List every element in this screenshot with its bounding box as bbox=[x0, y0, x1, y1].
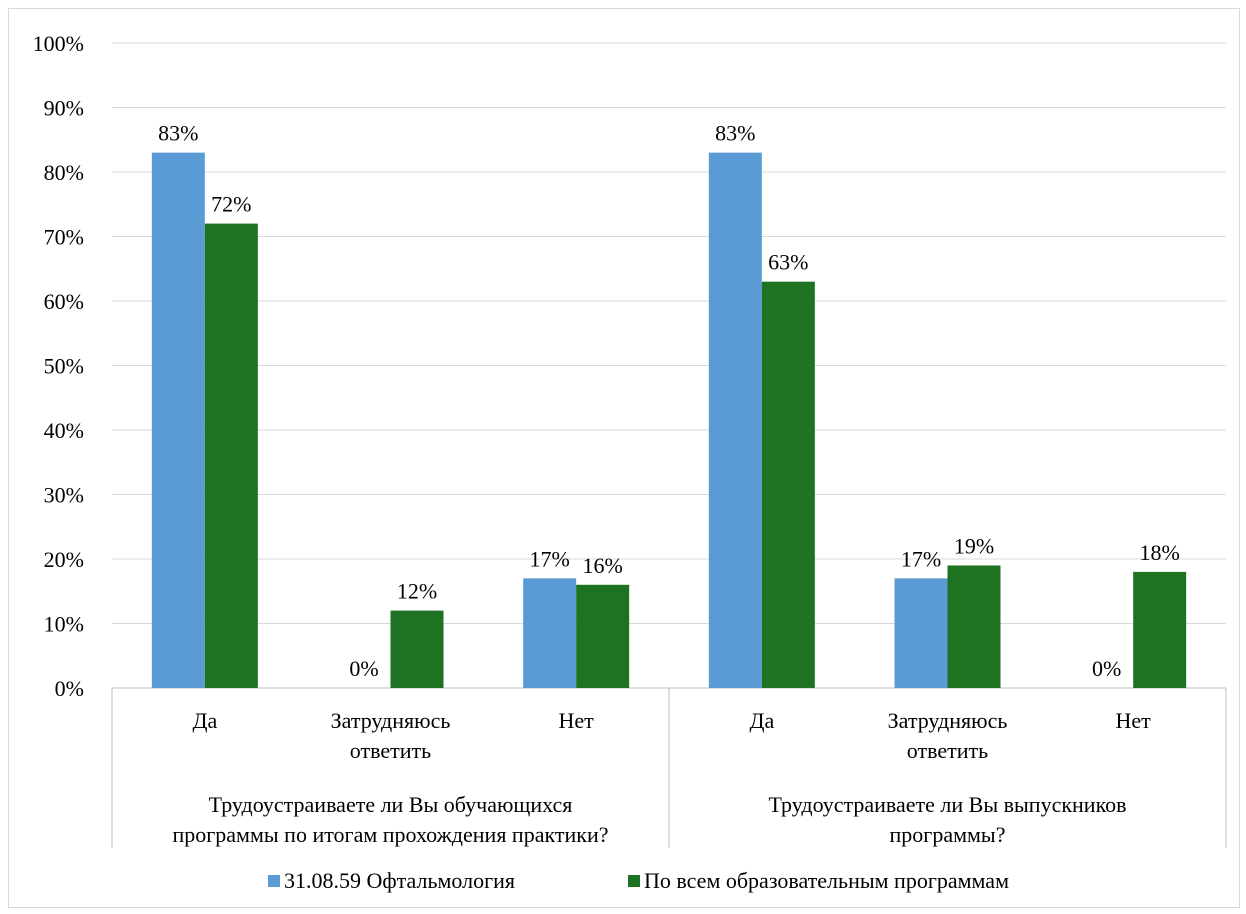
data-label: 18% bbox=[1140, 540, 1180, 565]
category-label: Нет bbox=[559, 708, 595, 733]
y-tick-label: 20% bbox=[44, 547, 84, 572]
y-tick-label: 0% bbox=[55, 676, 84, 701]
bar bbox=[894, 578, 948, 688]
y-tick-label: 100% bbox=[33, 31, 84, 56]
data-label: 0% bbox=[1092, 656, 1121, 681]
bar bbox=[761, 281, 815, 688]
bar bbox=[947, 565, 1001, 688]
data-label: 12% bbox=[397, 579, 437, 604]
bar bbox=[390, 610, 444, 688]
bar bbox=[523, 578, 577, 688]
group-label: Трудоустраиваете ли Вы обучающихся bbox=[209, 792, 573, 817]
group-label: Трудоустраиваете ли Вы выпускников bbox=[768, 792, 1126, 817]
data-label: 17% bbox=[530, 546, 570, 571]
category-label: Да bbox=[749, 708, 774, 733]
category-label: ответить bbox=[907, 738, 988, 763]
y-tick-label: 40% bbox=[44, 418, 84, 443]
y-tick-label: 90% bbox=[44, 96, 84, 121]
bar bbox=[708, 152, 762, 688]
group-label: программы по итогам прохождения практики… bbox=[173, 822, 609, 847]
category-label: Затрудняюсь bbox=[888, 708, 1008, 733]
data-label: 83% bbox=[158, 121, 198, 146]
y-tick-label: 80% bbox=[44, 160, 84, 185]
group-label: программы? bbox=[890, 822, 1006, 847]
bar bbox=[576, 584, 630, 688]
data-label: 83% bbox=[715, 121, 755, 146]
data-label: 72% bbox=[211, 192, 251, 217]
y-tick-label: 70% bbox=[44, 225, 84, 250]
data-label: 16% bbox=[583, 553, 623, 578]
category-label: Да bbox=[192, 708, 217, 733]
y-tick-label: 30% bbox=[44, 483, 84, 508]
y-tick-label: 10% bbox=[44, 612, 84, 637]
category-label: Затрудняюсь bbox=[331, 708, 451, 733]
data-label: 19% bbox=[954, 533, 994, 558]
data-label: 0% bbox=[349, 656, 378, 681]
y-tick-label: 60% bbox=[44, 289, 84, 314]
legend-label: По всем образовательным программам bbox=[644, 868, 1009, 893]
bar bbox=[151, 152, 205, 688]
legend-swatch bbox=[268, 875, 280, 887]
category-label: Нет bbox=[1116, 708, 1152, 733]
bar bbox=[204, 223, 258, 688]
category-label: ответить bbox=[350, 738, 431, 763]
legend-swatch bbox=[628, 875, 640, 887]
data-label: 63% bbox=[768, 250, 808, 275]
data-label: 17% bbox=[901, 546, 941, 571]
bar bbox=[1133, 571, 1187, 688]
legend-label: 31.08.59 Офтальмология bbox=[284, 868, 515, 893]
y-tick-label: 50% bbox=[44, 354, 84, 379]
